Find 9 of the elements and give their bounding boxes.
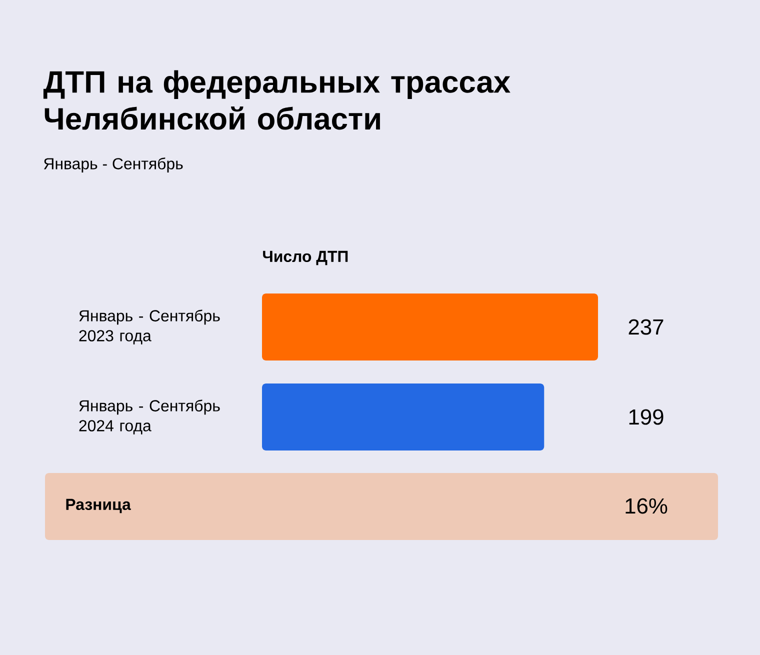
y-tick-label: Январь - Сентябрь 2024 года	[79, 400, 220, 434]
chart-title: ДТП на федеральных трассах Челябинской области	[43, 70, 510, 130]
text: Разница	[66, 498, 131, 514]
data-label: 199	[629, 409, 664, 425]
y-tick-label: Январь - Сентябрь 2023 года	[79, 310, 220, 344]
x-axis-title: Число ДТП	[263, 250, 348, 266]
text: Январь - Сентябрь	[44, 158, 183, 173]
text: 16%	[626, 498, 668, 514]
data-label: 237	[628, 319, 664, 335]
